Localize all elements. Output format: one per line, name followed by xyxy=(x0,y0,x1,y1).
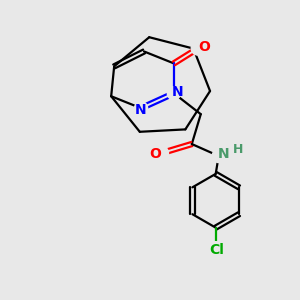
Text: O: O xyxy=(198,40,210,54)
Circle shape xyxy=(191,42,204,55)
Text: N: N xyxy=(135,103,146,117)
Circle shape xyxy=(207,242,224,258)
Circle shape xyxy=(155,146,169,160)
Text: H: H xyxy=(233,143,243,156)
Text: Cl: Cl xyxy=(209,243,224,257)
Text: O: O xyxy=(149,147,161,160)
Circle shape xyxy=(212,149,225,163)
Circle shape xyxy=(134,102,148,115)
Text: N: N xyxy=(217,147,229,160)
Text: N: N xyxy=(172,85,183,99)
Circle shape xyxy=(167,87,181,100)
